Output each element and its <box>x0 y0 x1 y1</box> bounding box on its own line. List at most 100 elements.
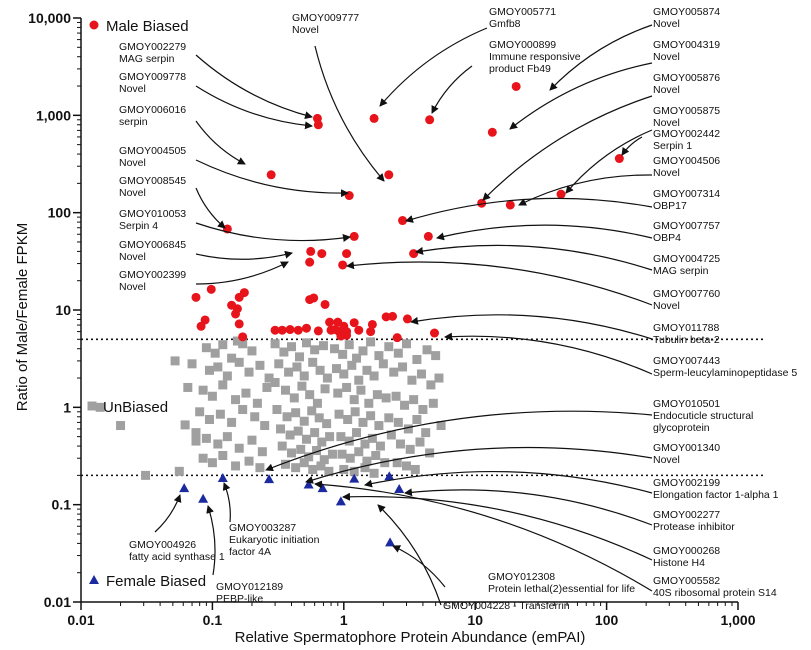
legend-marker <box>89 575 99 584</box>
unbiased-point <box>320 384 330 394</box>
annotation-label: GMOY005874 Novel <box>653 6 720 30</box>
annotation-line: Novel <box>119 187 146 199</box>
unbiased-point <box>198 385 208 395</box>
unbiased-point <box>374 351 384 361</box>
unbiased-point <box>238 339 248 349</box>
annotation-label: GMOY009778 Novel <box>119 71 186 95</box>
legend-label: UnBiased <box>103 399 168 416</box>
unbiased-point <box>317 437 327 447</box>
annotation-arrow <box>314 480 653 592</box>
annotation-line: GMOY007314 <box>653 188 720 200</box>
unbiased-point <box>409 395 419 405</box>
unbiased-point <box>391 391 401 401</box>
y-tick-label: 100 <box>48 205 72 221</box>
female-biased-point <box>385 537 396 547</box>
annotation-line: GMOY002277 <box>653 509 720 521</box>
unbiased-point <box>287 342 297 352</box>
unbiased-point <box>405 444 415 454</box>
unbiased-point <box>292 362 302 372</box>
unbiased-point <box>418 405 428 415</box>
unbiased-point <box>400 400 410 410</box>
unbiased-point <box>174 466 184 476</box>
unbiased-point <box>231 395 241 405</box>
annotation-line: GMOY005582 <box>653 575 720 587</box>
annotation-arrow <box>195 250 293 260</box>
male-biased-point <box>317 249 327 259</box>
annotation-label: GMOY005582 40S ribosomal protein S14 <box>653 575 777 599</box>
annotation-line: Novel <box>653 454 680 466</box>
unbiased-point <box>264 373 274 383</box>
unbiased-point <box>301 338 311 348</box>
annotation-line: Gmfb8 <box>489 18 521 30</box>
unbiased-point <box>301 434 311 444</box>
unbiased-point <box>339 464 349 474</box>
annotation-line: GMOY007760 <box>653 288 720 300</box>
male-biased-point <box>388 311 398 321</box>
annotation-line: GMOY009777 <box>292 12 359 24</box>
male-biased-point <box>338 260 348 270</box>
male-biased-point <box>384 170 394 180</box>
annotation-line: GMOY007443 <box>653 355 720 367</box>
unbiased-point <box>297 381 307 391</box>
annotation-arrow <box>405 197 653 223</box>
x-tick-label: 1,000 <box>720 612 755 628</box>
unbiased-point <box>384 413 394 423</box>
unbiased-point <box>141 470 151 480</box>
unbiased-point <box>386 430 396 440</box>
x-tick-label: 100 <box>595 612 619 628</box>
unbiased-point <box>255 463 265 473</box>
annotation-line: GMOY007757 <box>653 220 720 232</box>
unbiased-point <box>222 432 232 442</box>
unbiased-point <box>299 458 309 468</box>
unbiased-point <box>327 449 337 459</box>
annotation-arrow <box>195 187 226 229</box>
unbiased-point <box>436 421 446 431</box>
annotation-line: GMOY006845 <box>119 239 186 251</box>
unbiased-point <box>201 343 211 353</box>
unbiased-point <box>291 463 301 473</box>
unbiased-point <box>312 446 322 456</box>
annotation-arrow <box>549 24 653 91</box>
unbiased-point <box>257 447 267 457</box>
annotation-label: GMOY010053 Serpin 4 <box>119 208 186 232</box>
female-biased-point <box>317 483 328 493</box>
annotation-line: OBP4 <box>653 232 681 244</box>
annotation-line: GMOY008545 <box>119 175 186 187</box>
unbiased-point <box>191 428 201 438</box>
male-biased-point <box>313 120 323 130</box>
unbiased-point <box>319 455 329 465</box>
annotation-line: GMOY002442 <box>653 128 720 140</box>
annotation-line: serpin <box>119 116 148 128</box>
unbiased-point <box>345 453 355 463</box>
male-biased-point <box>477 198 487 208</box>
female-biased-point <box>394 483 405 493</box>
annotation-label: GMOY006845 Novel <box>119 239 186 263</box>
annotation-label: GMOY005876 Novel <box>653 72 720 96</box>
unbiased-point <box>378 359 388 369</box>
male-biased-point <box>487 127 497 137</box>
annotation-arrow <box>509 62 653 130</box>
annotation-arrow <box>195 222 351 242</box>
annotation-line: GMOY004506 <box>653 155 720 167</box>
unbiased-point <box>344 436 354 446</box>
annotation-label: GMOY007443 Sperm-leucylaminopeptidase 5 <box>653 355 797 379</box>
unbiased-point <box>401 461 411 471</box>
unbiased-point <box>314 413 324 423</box>
male-biased-point <box>238 332 248 342</box>
unbiased-point <box>349 395 359 405</box>
unbiased-point <box>218 380 228 390</box>
male-biased-point <box>381 312 391 322</box>
annotation-arrow <box>377 504 442 606</box>
unbiased-point <box>367 433 377 443</box>
annotation-line: Endocuticle structural <box>653 410 753 422</box>
legend-label: Female Biased <box>106 573 206 590</box>
annotation-line: GMOY002279 <box>119 41 186 53</box>
legend-marker <box>87 401 97 411</box>
male-biased-point <box>367 319 377 329</box>
unbiased-point <box>247 346 257 356</box>
y-tick-label: 10,000 <box>28 10 71 26</box>
unbiased-point <box>322 373 332 383</box>
annotation-arrow <box>195 54 313 120</box>
unbiased-point <box>218 340 228 350</box>
unbiased-point <box>369 371 379 381</box>
